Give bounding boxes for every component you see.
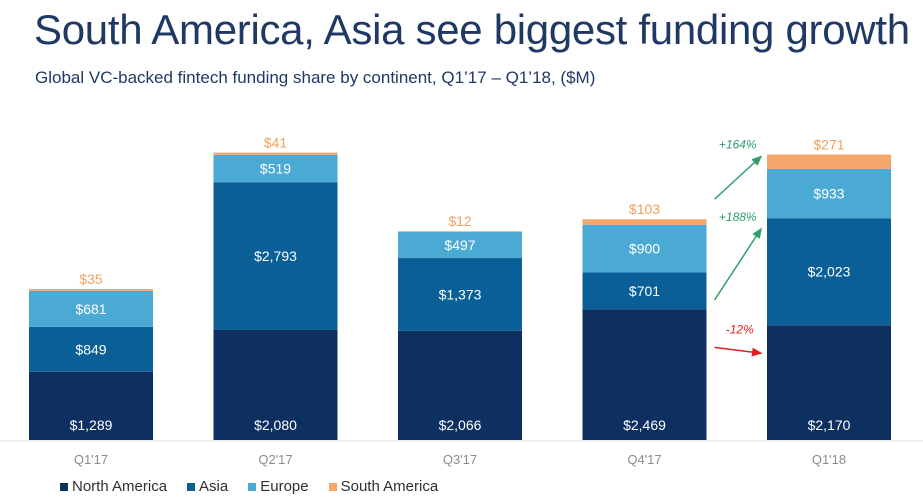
chart-title: South America, Asia see biggest funding … <box>34 6 910 53</box>
bar-asia-q2-17 <box>213 182 338 330</box>
bar-europe-q3-17 <box>398 231 522 259</box>
bar-europe-q2-17 <box>213 154 338 183</box>
legend-item-asia: Asia <box>187 478 228 495</box>
bar-asia-q3-17 <box>398 258 522 331</box>
data-label-europe-q2-17: $519 <box>260 160 291 176</box>
growth-arrow-south-america <box>713 155 763 200</box>
data-label-europe-q1-17: $681 <box>75 301 106 317</box>
x-tick-label-q2-17: Q2'17 <box>258 452 292 467</box>
data-label-asia-q1-18: $2,023 <box>808 264 851 280</box>
growth-arrow-north-america <box>714 346 763 357</box>
growth-arrow-asia <box>713 227 762 301</box>
growth-label-asia: +188% <box>719 210 757 224</box>
bar-asia-q1-17 <box>29 326 153 372</box>
x-tick-label-q1-17: Q1'17 <box>74 452 108 467</box>
bar-south-america-q4-17 <box>582 219 707 225</box>
data-label-europe-q4-17: $900 <box>629 241 660 257</box>
legend-swatch-south-america <box>328 482 337 491</box>
legend-item-north-america: North America <box>60 478 167 495</box>
bar-europe-q4-17 <box>582 224 707 273</box>
bar-north-america-q1-18 <box>767 325 891 440</box>
bar-europe-q1-18 <box>767 168 891 219</box>
data-label-north-america-q1-17: $1,289 <box>70 417 113 433</box>
data-label-south-america-q3-17: $12 <box>448 213 472 229</box>
growth-label-north-america: -12% <box>726 322 754 336</box>
bar-north-america-q2-17 <box>213 329 338 440</box>
chart-legend: North America Asia Europe South America <box>60 478 458 495</box>
data-label-asia-q4-17: $701 <box>629 283 660 299</box>
data-label-asia-q3-17: $1,373 <box>439 286 482 302</box>
data-label-europe-q3-17: $497 <box>444 237 475 253</box>
data-label-north-america-q3-17: $2,066 <box>439 417 482 433</box>
data-label-asia-q2-17: $2,793 <box>254 248 297 264</box>
data-label-asia-q1-17: $849 <box>75 341 106 357</box>
x-tick-label-q4-17: Q4'17 <box>627 452 661 467</box>
data-label-south-america-q1-17: $35 <box>79 271 103 287</box>
data-label-north-america-q4-17: $2,469 <box>623 417 666 433</box>
bar-south-america-q3-17 <box>398 231 522 232</box>
data-label-europe-q1-18: $933 <box>813 186 844 202</box>
legend-label-europe: Europe <box>260 478 309 495</box>
legend-swatch-asia <box>187 482 196 491</box>
bar-europe-q1-17 <box>29 290 153 327</box>
legend-item-europe: Europe <box>248 478 309 495</box>
bar-north-america-q4-17 <box>582 309 707 440</box>
bar-south-america-q1-18 <box>767 154 891 169</box>
data-label-south-america-q4-17: $103 <box>629 201 660 217</box>
bar-south-america-q1-17 <box>29 289 153 291</box>
data-label-north-america-q2-17: $2,080 <box>254 417 297 433</box>
growth-label-south-america: +164% <box>719 137 757 151</box>
x-tick-label-q3-17: Q3'17 <box>443 452 477 467</box>
chart-subtitle: Global VC-backed fintech funding share b… <box>35 68 596 87</box>
bar-north-america-q3-17 <box>398 330 522 440</box>
legend-label-south-america: South America <box>340 478 439 495</box>
legend-item-south-america: South America <box>328 478 439 495</box>
bar-asia-q1-18 <box>767 218 891 326</box>
legend-swatch-europe <box>248 482 257 491</box>
bar-north-america-q1-17 <box>29 371 153 440</box>
legend-label-north-america: North America <box>72 478 168 495</box>
data-label-south-america-q1-18: $271 <box>813 136 844 152</box>
legend-swatch-north-america <box>60 482 68 491</box>
x-tick-label-q1-18: Q1'18 <box>812 452 846 467</box>
data-label-north-america-q1-18: $2,170 <box>808 417 851 433</box>
bar-south-america-q2-17 <box>213 152 338 155</box>
bar-asia-q4-17 <box>582 272 707 310</box>
data-label-south-america-q2-17: $41 <box>264 135 288 151</box>
legend-label-asia: Asia <box>199 478 229 495</box>
